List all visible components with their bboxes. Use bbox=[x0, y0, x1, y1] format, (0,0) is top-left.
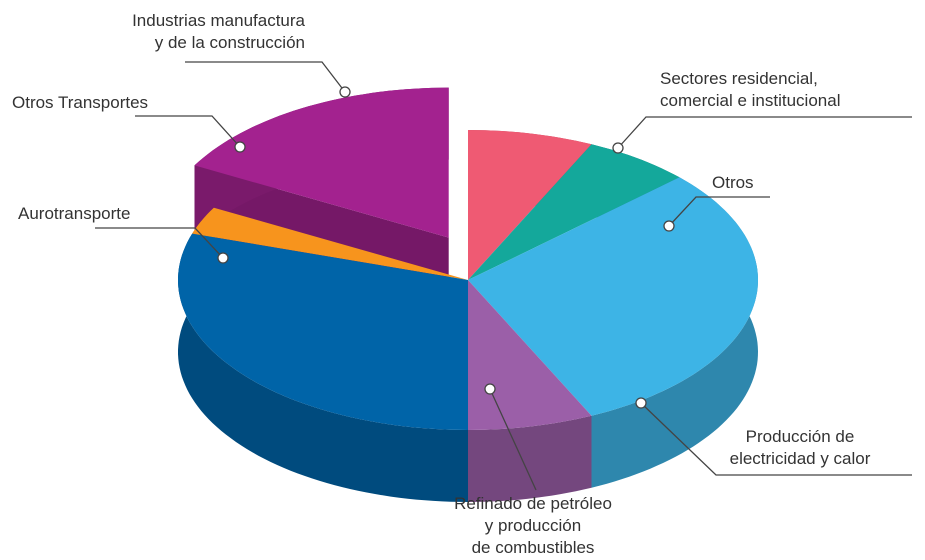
slice bbox=[178, 233, 468, 430]
slice-label: Aurotransporte bbox=[18, 204, 131, 223]
slice-side bbox=[468, 415, 592, 502]
leader-dot bbox=[612, 142, 624, 154]
leader-line bbox=[95, 227, 224, 259]
slice-label: Industrias manufactura y de la construcc… bbox=[132, 11, 305, 52]
slice bbox=[468, 280, 592, 430]
leader-line bbox=[135, 115, 241, 148]
leader-dot bbox=[484, 383, 496, 395]
slice bbox=[194, 87, 449, 238]
leader-dot bbox=[663, 220, 675, 232]
leader-line bbox=[617, 116, 912, 149]
slice-label: Refinado de petróleo y producción de com… bbox=[454, 494, 612, 557]
slice-side bbox=[178, 233, 468, 502]
slice bbox=[468, 177, 758, 416]
leader-line bbox=[668, 196, 770, 227]
leader-line bbox=[489, 388, 537, 491]
slice bbox=[192, 207, 468, 280]
leader-dot bbox=[217, 252, 229, 264]
slice-label: Otros Transportes bbox=[12, 93, 149, 112]
slice bbox=[468, 144, 680, 280]
leader-line bbox=[185, 61, 346, 93]
leader-dot bbox=[339, 86, 351, 98]
leader-dot bbox=[234, 141, 246, 153]
leader-line bbox=[640, 402, 912, 476]
slice-label: Sectores residencial, comercial e instit… bbox=[660, 69, 841, 110]
slice-label: Otros bbox=[712, 173, 754, 192]
leader-dot bbox=[635, 397, 647, 409]
slice-label: Producción de electricidad y calor bbox=[729, 427, 871, 468]
slice bbox=[468, 130, 592, 280]
